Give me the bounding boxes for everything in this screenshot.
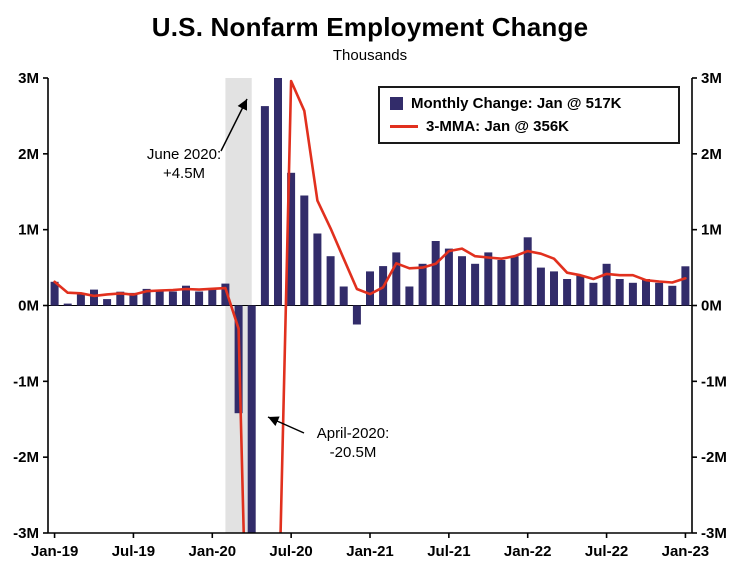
bar-Nov-20 <box>339 286 348 306</box>
bar-Apr-21 <box>405 286 414 306</box>
3mma-line <box>53 79 687 533</box>
bar-Jul-19 <box>129 292 138 306</box>
line-series-label: 3-MMA: Jan @ 356K <box>426 118 569 135</box>
bar-Aug-20 <box>300 195 309 306</box>
bar-Jun-21 <box>431 241 440 306</box>
bar-Aug-19 <box>142 288 151 306</box>
bar-Sep-22 <box>628 282 637 306</box>
bar-series-label: Monthly Change: Jan @ 517K <box>411 95 622 112</box>
x-tick-label: Jul-22 <box>585 543 628 560</box>
bar-Aug-22 <box>615 279 624 306</box>
line-series-swatch <box>390 125 418 128</box>
bar-Jan-20 <box>208 289 217 306</box>
y-tick-label-right: 3M <box>701 70 722 87</box>
bar-May-20 <box>260 106 269 306</box>
bar-May-21 <box>418 263 427 306</box>
x-tick-label: Jul-19 <box>112 543 155 560</box>
x-tick-label: Jul-20 <box>269 543 312 560</box>
y-tick-labels: -3M -3M -2M -2M -1M -1M 0M 0M 1M 1M 2M 2M 3M 3M <box>13 70 727 542</box>
x-tick-label: Jan-20 <box>189 543 237 560</box>
bar-Mar-22 <box>550 271 558 306</box>
y-tick-label-right: 1M <box>701 222 722 239</box>
april-2020-arrow <box>267 416 305 434</box>
legend-row-monthly-change: Monthly Change: Jan @ 517K <box>390 95 668 112</box>
bar-Dec-22 <box>668 285 677 306</box>
bar-Jul-20 <box>287 172 296 306</box>
y-tick-label-right: -1M <box>701 373 727 390</box>
y-tick-label-left: -2M <box>13 449 39 466</box>
april-2020-annotation: April-2020: -20.5M <box>316 425 390 461</box>
y-tick-label-right: 2M <box>701 146 722 163</box>
x-tick-labels: Jan-19 Jul-19 Jan-20 Jul-20 Jan-21 Jul-21 Jan-… <box>31 533 709 560</box>
bar-Feb-19 <box>63 303 72 306</box>
bar-Jun-19 <box>116 291 125 306</box>
y-tick-label-right: -3M <box>701 525 727 542</box>
x-tick-label: Jan-21 <box>346 543 394 560</box>
y-tick-label-left: -3M <box>13 525 39 542</box>
bar-Apr-20 <box>247 305 256 533</box>
bar-Jul-21 <box>444 248 453 306</box>
bar-Nov-21 <box>497 260 506 306</box>
bar-Sep-21 <box>471 263 480 306</box>
y-tick-label-left: 1M <box>18 222 39 239</box>
bar-Jun-22 <box>589 282 598 306</box>
bar-Jun-20 <box>274 78 282 306</box>
y-tick-label-left: 2M <box>18 146 39 163</box>
bar-Mar-21 <box>392 252 401 306</box>
x-tick-label: Jan-23 <box>662 543 710 560</box>
legend: Monthly Change: Jan @ 517K 3-MMA: Jan @ … <box>378 86 680 144</box>
bar-Sep-19 <box>155 289 164 306</box>
y-tick-label-left: 3M <box>18 70 39 87</box>
bar-Mar-19 <box>76 294 85 306</box>
june-2020-annotation: June 2020: +4.5M <box>146 146 222 182</box>
y-tick-label-left: 0M <box>18 298 39 315</box>
bar-Dec-19 <box>195 291 204 306</box>
legend-row-3mma: 3-MMA: Jan @ 356K <box>390 118 668 135</box>
bar-Apr-19 <box>90 289 98 306</box>
bar-Dec-20 <box>352 305 361 325</box>
bar-Feb-22 <box>536 267 545 306</box>
bar-May-22 <box>576 275 585 306</box>
annotation-arrows <box>220 98 305 434</box>
bar-Jan-19 <box>50 281 59 306</box>
bar-Jan-22 <box>523 237 532 306</box>
y-tick-label-right: -2M <box>701 449 727 466</box>
chart-title: U.S. Nonfarm Employment Change <box>151 12 589 42</box>
chart-subtitle: Thousands <box>332 47 408 64</box>
bar-Oct-20 <box>326 256 335 306</box>
x-tick-label: Jan-22 <box>504 543 552 560</box>
bar-Oct-19 <box>168 291 177 306</box>
bar-Jul-22 <box>602 263 611 306</box>
y-tick-label-right: 0M <box>701 298 722 315</box>
y-tick-label-left: -1M <box>13 373 39 390</box>
x-tick-label: Jan-19 <box>31 543 79 560</box>
bar-Dec-21 <box>510 256 519 306</box>
bar-Nov-19 <box>182 285 190 306</box>
bar-Jan-23 <box>681 266 690 306</box>
bar-Sep-20 <box>313 233 322 306</box>
bar-Apr-22 <box>563 279 572 306</box>
bar-Oct-21 <box>484 252 493 306</box>
bar-Oct-22 <box>642 279 650 306</box>
bar-Aug-21 <box>458 256 466 306</box>
x-tick-label: Jul-21 <box>427 543 470 560</box>
bar-Feb-20 <box>221 283 230 306</box>
bar-Nov-22 <box>655 282 664 306</box>
bar-Jan-21 <box>366 271 374 306</box>
bar-May-19 <box>103 299 112 306</box>
june-2020-arrow <box>220 98 248 152</box>
bar-series-swatch <box>390 97 403 110</box>
